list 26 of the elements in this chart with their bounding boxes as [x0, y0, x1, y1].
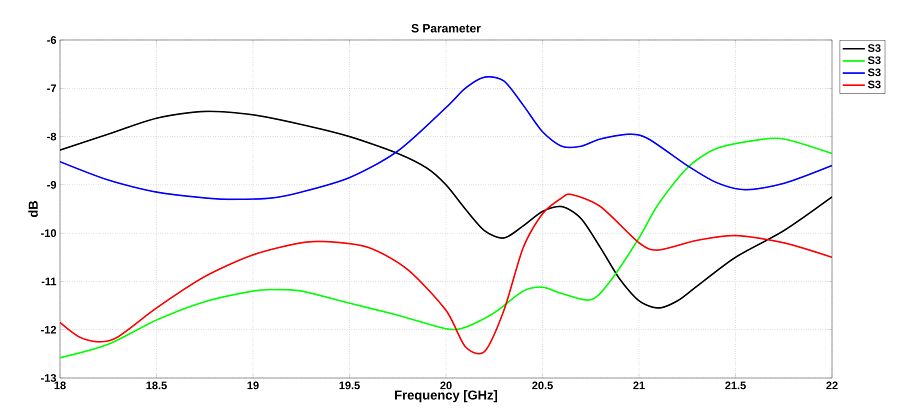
x-tick-label: 21.5	[725, 382, 746, 390]
y-tick-label: -7	[47, 84, 56, 92]
x-tick-label: 20.5	[532, 382, 553, 390]
x-tick-label: 20	[440, 382, 452, 390]
x-tick-label: 19.5	[340, 382, 360, 390]
y-tick-label: -12	[41, 326, 56, 334]
y-tick-label: -9	[47, 180, 56, 189]
y-axis-title: dB	[28, 200, 38, 218]
legend-label: S3	[868, 56, 881, 64]
x-tick-label: 18.5	[146, 382, 167, 390]
x-axis-title: Frequency [GHz]	[395, 390, 498, 402]
y-tick-label: -6	[47, 36, 56, 44]
y-tick-label: -10	[41, 229, 56, 238]
x-tick-label: 22	[826, 382, 838, 390]
y-tick-label: -11	[42, 278, 56, 286]
chart-title: S Parameter	[411, 24, 481, 32]
y-tick-label: -8	[47, 132, 56, 140]
legend-label: S3	[868, 80, 881, 88]
line-series	[60, 76, 832, 200]
y-tick-label: -13	[41, 374, 56, 382]
legend-label: S3	[868, 68, 881, 76]
x-tick-label: 19	[248, 382, 259, 390]
line-series	[60, 138, 832, 359]
x-tick-label: 21	[633, 382, 645, 390]
x-tick-label: 18	[54, 382, 66, 390]
legend-label: S3	[868, 44, 881, 52]
